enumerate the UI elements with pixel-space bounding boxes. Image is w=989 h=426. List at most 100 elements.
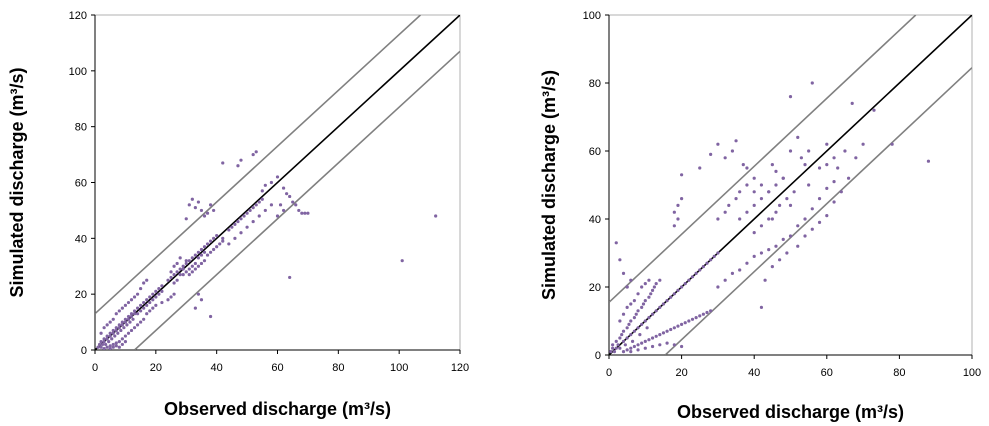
data-point xyxy=(614,339,618,343)
scatter-plot-right: 0 20 40 60 80 100 0 20 40 60 80 100 Observed dischar… xyxy=(539,10,981,422)
data-point xyxy=(741,163,745,167)
data-point xyxy=(643,299,647,303)
data-point xyxy=(636,343,640,347)
data-point xyxy=(629,278,633,282)
data-point xyxy=(157,292,161,296)
data-point xyxy=(638,333,642,337)
data-point xyxy=(650,288,655,292)
data-point xyxy=(705,261,709,265)
data-point xyxy=(105,337,109,341)
data-point xyxy=(269,203,274,207)
data-point xyxy=(645,326,649,330)
data-point xyxy=(650,344,655,349)
data-point xyxy=(196,200,201,204)
confidence-band-line xyxy=(609,15,917,303)
one-to-one-line xyxy=(95,15,460,350)
x-tick-label: 60 xyxy=(271,362,283,374)
data-point xyxy=(257,200,261,204)
data-point xyxy=(120,337,124,341)
data-point xyxy=(650,336,655,340)
x-tick-label: 120 xyxy=(451,362,469,374)
data-point xyxy=(120,306,124,310)
data-point xyxy=(122,326,126,330)
data-point xyxy=(102,326,106,330)
data-point xyxy=(796,244,800,248)
data-point xyxy=(767,217,771,221)
data-point xyxy=(117,323,121,327)
data-point xyxy=(621,339,626,343)
data-point xyxy=(640,322,644,326)
data-point xyxy=(288,275,292,280)
data-point xyxy=(620,333,624,337)
data-point xyxy=(825,186,829,190)
data-point xyxy=(187,267,191,271)
data-point xyxy=(154,295,158,299)
data-point xyxy=(129,314,134,319)
data-point xyxy=(738,268,742,272)
data-point xyxy=(698,268,702,272)
data-point xyxy=(636,309,640,313)
data-point xyxy=(129,312,134,316)
data-point xyxy=(105,323,109,327)
data-point xyxy=(129,298,134,302)
data-point xyxy=(148,295,152,299)
data-point xyxy=(196,250,201,254)
data-point xyxy=(105,345,109,349)
data-point xyxy=(184,270,188,274)
data-point xyxy=(114,328,118,333)
data-point xyxy=(239,217,243,221)
data-point xyxy=(752,190,756,194)
data-point xyxy=(632,316,637,320)
data-point xyxy=(683,321,687,325)
data-point xyxy=(647,338,651,342)
data-point xyxy=(108,331,112,335)
data-point xyxy=(788,95,793,99)
data-point xyxy=(117,326,121,330)
data-point xyxy=(148,300,152,305)
data-point xyxy=(230,225,234,229)
y-tick-label: 60 xyxy=(589,146,601,158)
data-point xyxy=(629,350,633,354)
data-point xyxy=(142,281,146,285)
y-axis-title: Simulated discharge (m³/s) xyxy=(7,67,27,297)
data-point xyxy=(202,250,207,254)
data-point xyxy=(807,149,811,153)
data-point xyxy=(102,347,106,350)
data-point xyxy=(705,310,709,315)
data-point xyxy=(687,278,691,282)
data-point xyxy=(632,344,637,349)
data-point xyxy=(781,237,785,241)
data-point xyxy=(117,340,121,344)
y-tick-label: 20 xyxy=(589,282,601,294)
y-tick-label: 100 xyxy=(583,10,601,22)
data-point xyxy=(716,251,720,255)
data-point xyxy=(184,261,188,266)
data-point xyxy=(99,340,103,344)
data-point xyxy=(132,326,137,330)
data-point xyxy=(251,152,255,157)
data-point xyxy=(616,343,620,347)
data-point xyxy=(142,306,146,310)
chart-left: 0 20 40 60 80 100 120 0 20 40 60 80 100 120 Observed d… xyxy=(0,0,470,426)
data-point xyxy=(709,258,713,262)
data-point xyxy=(111,342,115,347)
data-point xyxy=(723,210,727,214)
data-point xyxy=(239,158,243,162)
data-point xyxy=(300,211,304,215)
data-point xyxy=(208,239,213,243)
data-point xyxy=(190,264,194,268)
data-point xyxy=(832,156,836,160)
data-point xyxy=(196,292,201,296)
data-point xyxy=(850,101,854,105)
data-point xyxy=(926,159,931,163)
data-point xyxy=(817,197,822,201)
data-point xyxy=(676,288,680,292)
data-point xyxy=(142,300,146,305)
x-tick-label: 100 xyxy=(390,362,408,374)
y-tick-label: 100 xyxy=(69,66,87,78)
data-point xyxy=(166,298,170,302)
data-point xyxy=(698,314,702,318)
x-tick-label: 0 xyxy=(606,367,612,379)
data-point xyxy=(669,295,673,299)
data-point xyxy=(108,347,112,350)
